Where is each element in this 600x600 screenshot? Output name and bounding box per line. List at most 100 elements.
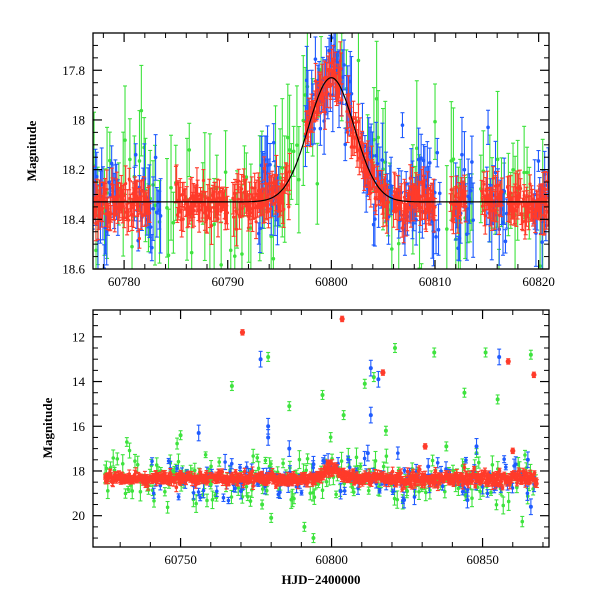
red-point [130,212,134,217]
green-point [320,488,325,492]
blue-point [176,495,181,499]
green-point [292,496,296,501]
blue-point [271,140,276,145]
green-point [169,185,173,190]
blue-point [444,467,448,471]
green-point [430,458,435,463]
red-point [192,209,196,213]
red-point [402,221,406,225]
red-point [424,211,428,215]
blue-point [229,461,234,466]
green-point [251,454,256,458]
blue-point [153,155,158,160]
red-point [528,182,532,186]
green-point [315,181,320,186]
red-point [212,206,216,210]
green-point [395,497,400,502]
blue-point [377,488,382,493]
red-point [430,189,434,193]
green-point [263,458,268,463]
blue-point [362,456,367,461]
x-tick-label: 60790 [211,274,244,289]
red-point [139,211,143,215]
red-point [497,213,501,217]
green-point [417,490,421,494]
red-point [137,198,141,202]
red-point [419,205,423,210]
green-point [256,466,261,471]
green-point [356,58,361,63]
blue-point [485,491,490,496]
green-point [445,227,449,231]
green-point [105,489,110,493]
blue-point [151,491,156,496]
red-point [347,101,351,105]
red-point [325,90,329,94]
red-point [408,176,412,180]
red-point [196,194,200,198]
green-point [297,457,302,462]
green-point [228,248,233,253]
red-point [356,148,360,153]
red-point [103,191,107,195]
top-data-points [93,33,549,269]
green-point [111,456,116,460]
green-point [494,503,499,507]
green-point [175,441,179,446]
green-point [358,464,363,468]
blue-point [504,465,508,469]
red-point [453,206,457,210]
top-y-axis-title: Magnitude [24,120,39,181]
top-plot-frame [92,32,550,270]
green-point [176,459,181,464]
green-point [255,455,260,460]
red-point [329,61,334,65]
red-point [269,207,273,211]
red-point [242,174,246,179]
green-point [339,459,344,463]
green-point [192,468,197,473]
blue-point [342,63,346,67]
green-point [163,489,167,494]
green-point [366,488,371,493]
red-point [287,170,292,174]
red-point [109,212,113,216]
red-point [262,166,266,171]
red-point [249,207,253,211]
red-point [483,214,487,218]
red-point [252,206,256,210]
red-point [398,196,402,200]
red-point [339,67,343,71]
red-point [322,76,326,80]
green-point [295,143,299,147]
green-point [240,252,244,256]
red-point [531,210,535,214]
blue-point [480,484,485,489]
green-point [392,496,397,501]
green-point [396,241,401,246]
red-point [95,194,99,198]
blue-point [201,488,206,493]
green-point [303,93,307,97]
green-point [305,456,310,461]
red-point [147,211,152,215]
green-point [286,135,290,140]
red-point [493,208,497,212]
green-point [138,489,143,494]
red-point [358,136,362,140]
green-point [108,158,112,163]
blue-point [525,491,530,496]
blue-point [148,225,153,229]
green-point [324,479,329,484]
red-point [234,227,239,231]
blue-point [228,470,232,474]
green-point [287,148,292,152]
green-point [312,495,317,500]
red-point [482,182,486,186]
green-point [264,488,269,493]
blue-point [435,150,440,155]
green-point [376,135,380,140]
red-point [340,98,344,102]
red-point [369,191,373,195]
red-point [494,211,498,215]
